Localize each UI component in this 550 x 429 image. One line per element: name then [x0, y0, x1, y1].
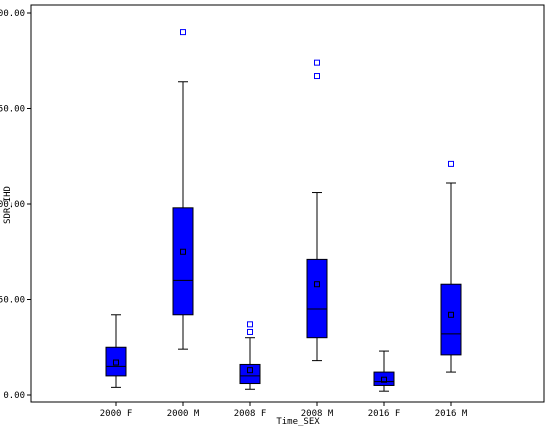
x-tick-label: 2016 F — [368, 409, 401, 419]
mean-marker — [381, 376, 387, 383]
outlier-point — [247, 321, 253, 328]
x-tick-label: 2008 M — [301, 409, 334, 419]
box-2000-f — [105, 314, 127, 388]
mean-marker — [180, 248, 186, 255]
x-tick-label: 2000 F — [100, 409, 133, 419]
y-tick-label: 50.00 — [0, 296, 25, 306]
iqr-box — [440, 283, 462, 356]
iqr-box — [239, 363, 261, 385]
outlier-point — [314, 73, 320, 80]
x-tick-label: 2008 F — [234, 409, 267, 419]
x-axis-title: Time_SEX — [276, 417, 320, 427]
x-tick-label: 2000 M — [167, 409, 200, 419]
box-2000-m — [172, 29, 194, 350]
y-axis: 0.00 50.00 100.00 150.00 200.00 — [0, 9, 31, 401]
outlier-point — [180, 29, 186, 36]
box-2016-f — [373, 350, 395, 392]
iqr-box — [306, 258, 328, 339]
outlier-point — [314, 59, 320, 66]
iqr-box — [105, 346, 127, 377]
box-2008-m — [306, 59, 328, 362]
iqr-box — [373, 371, 395, 386]
iqr-box — [172, 207, 194, 316]
mean-marker — [113, 359, 119, 366]
mean-marker — [448, 311, 454, 318]
x-axis: 2000 F 2000 M 2008 F 2008 M 2016 F 2016 M — [100, 402, 468, 419]
y-axis-title: SDR_IHD — [3, 186, 13, 224]
outlier-point — [448, 160, 454, 167]
x-tick-label: 2016 M — [435, 409, 468, 419]
boxes-layer — [105, 29, 462, 392]
y-tick-label: 150.00 — [0, 105, 25, 115]
box-2008-f — [239, 321, 261, 390]
outlier-point — [247, 328, 253, 335]
y-tick-label: 200.00 — [0, 9, 25, 19]
y-tick-label: 100.00 — [0, 200, 25, 210]
mean-marker — [247, 367, 253, 374]
mean-marker — [314, 281, 320, 288]
y-tick-label: 0.00 — [3, 391, 25, 401]
box-2016-m — [440, 160, 462, 373]
plot-frame — [30, 4, 545, 403]
